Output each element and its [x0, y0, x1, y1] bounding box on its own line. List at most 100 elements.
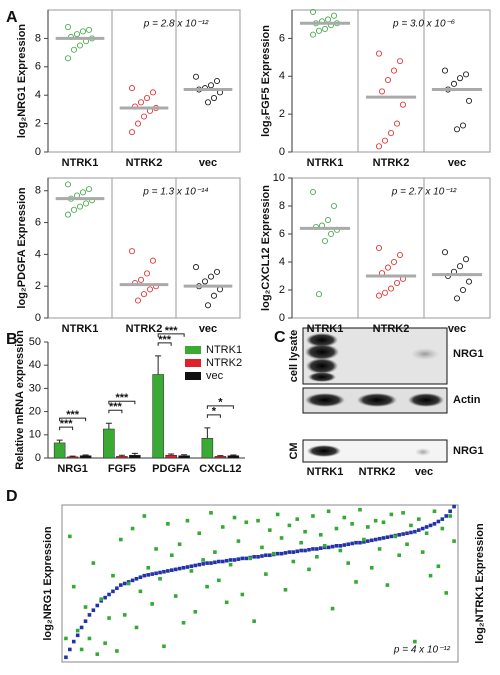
- point: [256, 518, 260, 523]
- point: [385, 535, 390, 539]
- blot: cell lysate CM NRG1 Actin NRG1 NTRK1 NTR…: [288, 327, 484, 478]
- point: [366, 539, 370, 543]
- dot: [143, 270, 151, 277]
- dot: [140, 113, 148, 120]
- point: [64, 655, 68, 660]
- error-bar: [82, 454, 89, 456]
- point: [315, 555, 319, 559]
- point: [134, 625, 139, 630]
- plot-frame: [61, 504, 459, 663]
- point: [166, 522, 170, 526]
- point: [287, 550, 292, 554]
- point: [366, 525, 370, 529]
- point: [166, 569, 170, 573]
- point: [358, 507, 362, 512]
- dot: [70, 206, 78, 213]
- dot: [465, 278, 473, 285]
- y-axis-label: log₂NRG1 Expression: [16, 24, 28, 139]
- y-tick-label: 50: [29, 336, 41, 348]
- lane-label: NTRK2: [359, 466, 396, 478]
- point: [68, 647, 72, 652]
- point: [299, 540, 303, 545]
- point: [444, 514, 449, 518]
- dot: [73, 31, 81, 38]
- point: [146, 573, 151, 577]
- point: [83, 619, 88, 623]
- point: [397, 553, 401, 558]
- point: [264, 553, 268, 558]
- blot-frame: [302, 439, 448, 463]
- dot: [462, 71, 470, 78]
- dot: [213, 268, 221, 275]
- x-tick-label: CXCL12: [199, 463, 241, 475]
- dot: [393, 120, 401, 127]
- point: [213, 550, 217, 554]
- dot: [375, 50, 383, 57]
- dot: [137, 99, 145, 106]
- dot: [128, 85, 136, 92]
- annotation: p = 3.0 x 10⁻⁶: [392, 19, 455, 30]
- point: [369, 538, 374, 543]
- point: [268, 553, 272, 558]
- point: [138, 575, 143, 580]
- x-tick-label: NTRK2: [126, 157, 163, 169]
- point: [146, 566, 151, 570]
- bar: [152, 374, 164, 459]
- dot: [149, 257, 157, 264]
- bracket: [206, 414, 221, 418]
- band: [306, 358, 338, 374]
- point: [111, 573, 115, 578]
- dot: [192, 73, 200, 80]
- point: [232, 558, 237, 562]
- dot: [384, 264, 392, 271]
- point: [295, 517, 300, 521]
- point: [240, 592, 245, 597]
- point: [291, 550, 296, 554]
- point: [154, 571, 158, 576]
- y-tick-label: 0: [279, 312, 285, 324]
- bracket: [157, 333, 185, 337]
- point: [420, 526, 425, 531]
- dot: [79, 189, 87, 196]
- point: [209, 561, 213, 565]
- point: [303, 529, 307, 534]
- dot: [321, 237, 329, 245]
- point: [115, 586, 119, 591]
- point: [432, 509, 437, 514]
- dot: [456, 75, 464, 82]
- point: [64, 636, 68, 641]
- bar: [178, 455, 190, 459]
- point: [138, 589, 143, 594]
- point: [369, 566, 374, 570]
- point: [260, 545, 264, 550]
- y-tick-label: 2: [35, 118, 41, 130]
- point: [68, 534, 72, 539]
- bar: [227, 455, 240, 459]
- y-tick-label: 0: [279, 146, 285, 158]
- point: [217, 578, 221, 583]
- y-axis-label: Relative mRNA expression: [14, 330, 26, 470]
- point: [295, 549, 300, 554]
- point: [111, 589, 115, 594]
- legend-label: NTRK1: [206, 344, 242, 356]
- point: [350, 541, 354, 546]
- point: [413, 639, 417, 644]
- point: [126, 581, 131, 586]
- point: [311, 547, 315, 551]
- blot-side-label: cell lysate: [288, 330, 300, 383]
- point: [318, 533, 323, 537]
- point: [307, 547, 311, 552]
- error-bar: [230, 454, 237, 456]
- point: [436, 519, 441, 524]
- dot: [64, 181, 72, 188]
- significance: *: [218, 397, 223, 409]
- band: [308, 372, 336, 382]
- point: [240, 556, 245, 561]
- point: [232, 515, 237, 520]
- y-axis-label: log₂NTRK1 Expression: [474, 523, 486, 644]
- dot: [128, 129, 136, 136]
- dot: [384, 77, 392, 84]
- y-axis-label: log₂FGF5 Expression: [260, 25, 272, 137]
- point: [224, 600, 229, 605]
- dot: [459, 122, 467, 129]
